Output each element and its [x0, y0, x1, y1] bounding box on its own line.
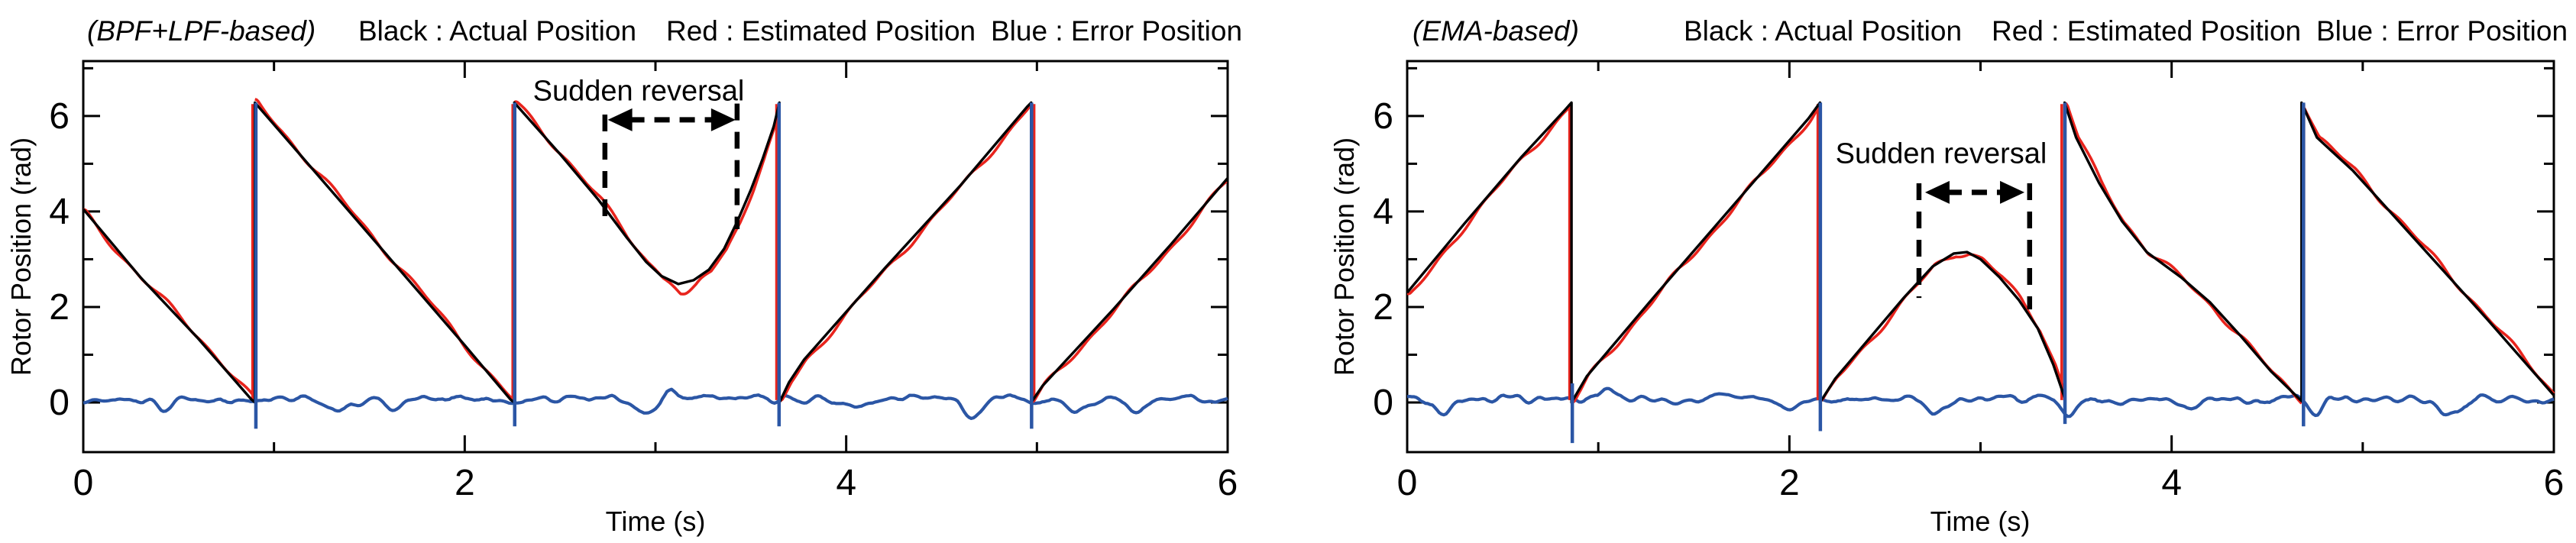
estimated-position-line: [778, 104, 1033, 402]
x-tick-label: 2: [455, 463, 475, 503]
reversal-arrowhead-left: [607, 108, 633, 131]
reversal-arrowhead-right: [2000, 180, 2025, 204]
y-tick-label: 0: [49, 383, 70, 423]
y-tick-label: 6: [49, 96, 70, 137]
reversal-arrowhead-left: [1924, 180, 1950, 204]
estimated-position-line: [1406, 105, 1572, 296]
y-tick-label: 2: [49, 287, 70, 328]
estimated-position-line: [2301, 105, 2555, 395]
reversal-arrowhead-right: [710, 108, 736, 131]
variant-label: (BPF+LPF-based): [87, 15, 316, 47]
x-tick-label: 4: [2161, 463, 2182, 503]
x-tick-label: 6: [2544, 463, 2565, 503]
x-axis-label: Time (s): [1930, 506, 2031, 537]
y-tick-label: 0: [1373, 383, 1393, 423]
estimated-position-line: [1571, 105, 1820, 404]
error-position-line: [83, 387, 1228, 421]
actual-position-line: [1406, 101, 2555, 404]
sudden-reversal-label: Sudden reversal: [1835, 137, 2047, 170]
y-tick-label: 4: [49, 192, 70, 232]
sudden-reversal-label: Sudden reversal: [532, 75, 745, 108]
legend-error-position: Blue : Error Position: [991, 15, 1243, 47]
x-axis-label: Time (s): [605, 506, 706, 537]
y-tick-label: 6: [1373, 96, 1393, 137]
estimated-position-line: [2064, 102, 2303, 405]
legend-estimated-position: Red : Estimated Position: [1992, 15, 2302, 47]
error-position-line: [1406, 386, 2555, 419]
actual-position-line: [82, 101, 1229, 404]
y-tick-label: 4: [1373, 192, 1393, 232]
chart-panel-ema: (EMA-based) Black : Actual Position Red …: [1288, 0, 2576, 543]
legend-actual-position: Black : Actual Position: [1684, 15, 1963, 47]
legend-estimated-position: Red : Estimated Position: [666, 15, 976, 47]
x-tick-label: 4: [836, 463, 856, 503]
y-tick-label: 2: [1373, 287, 1393, 328]
x-tick-label: 6: [1218, 463, 1238, 503]
chart-canvas-ema: 0 2 4 6 0 2 4 6: [1373, 60, 2565, 503]
legend-error-position: Blue : Error Position: [2316, 15, 2568, 47]
x-tick-label: 2: [1779, 463, 1800, 503]
chart-panel-bpf-lpf: (BPF+LPF-based) Black : Actual Position …: [5, 15, 1243, 537]
estimated-position-line: [254, 98, 516, 402]
chart-canvas-bpf-lpf: 0 2 4 6 0 2 4 6: [49, 60, 1238, 503]
x-tick-label: 0: [73, 463, 94, 503]
legend-actual-position: Black : Actual Position: [358, 15, 637, 47]
x-tick-label: 0: [1397, 463, 1418, 503]
variant-label: (EMA-based): [1413, 15, 1579, 47]
